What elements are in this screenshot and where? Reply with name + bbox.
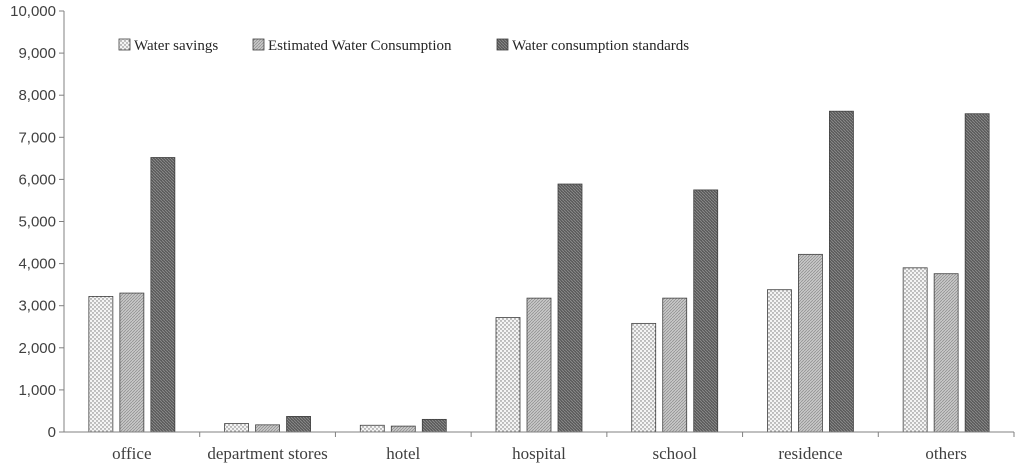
bar-dark-hatch-5: [829, 110, 854, 433]
bar-dark-hatch-1: [286, 416, 311, 433]
bar-dark-hatch-2: [421, 418, 447, 433]
y-tick-label: 9,000: [18, 45, 56, 62]
legend-label-0: Water savings: [134, 38, 218, 54]
legend-label-1: Estimated Water Consumption: [268, 38, 452, 54]
bar-dots-4: [631, 322, 657, 433]
legend-swatch-1: [252, 38, 265, 51]
y-tick-label: 0: [48, 424, 56, 441]
bar-fine-hatch-6: [933, 273, 959, 433]
bar-dark-hatch-0: [150, 157, 176, 433]
y-tick-label: 6,000: [18, 171, 56, 188]
x-tick-label: school: [653, 444, 698, 463]
x-tick-label: residence: [778, 444, 842, 463]
bars: [88, 110, 990, 433]
bar-dots-0: [88, 296, 114, 433]
bar-dots-2: [359, 424, 385, 433]
y-tick-label: 3,000: [18, 298, 56, 315]
legend-swatch-2: [496, 38, 509, 51]
x-axis-ticks: office department stores hotel hospital scho…: [112, 432, 1015, 463]
bar-fine-hatch-2: [390, 425, 416, 433]
y-tick-label: 10,000: [10, 3, 56, 20]
x-tick-label: others: [925, 444, 967, 463]
y-tick-label: 1,000: [18, 382, 56, 399]
x-tick-label: hospital: [512, 444, 566, 463]
bar-fine-hatch-4: [662, 297, 688, 433]
bar-fine-hatch-1: [255, 424, 280, 433]
legend-swatch-0: [118, 38, 131, 51]
bar-dots-3: [495, 317, 521, 433]
bar-fine-hatch-3: [526, 297, 552, 433]
y-axis-ticks: 0 1,000 2,000 3,000 4,000 5,000 6,000 7,000 8,00…: [10, 3, 64, 441]
x-tick-label: office: [112, 444, 151, 463]
y-tick-label: 5,000: [18, 214, 56, 231]
bar-dots-5: [767, 289, 792, 433]
bar-dark-hatch-3: [557, 183, 583, 433]
y-tick-label: 8,000: [18, 87, 56, 104]
bar-dark-hatch-6: [964, 113, 990, 433]
y-tick-label: 2,000: [18, 340, 56, 357]
bar-fine-hatch-5: [798, 253, 823, 433]
bar-fine-hatch-0: [119, 292, 145, 433]
y-tick-label: 4,000: [18, 256, 56, 273]
x-tick-label: hotel: [386, 444, 420, 463]
bar-dots-1: [224, 423, 249, 433]
x-tick-label: department stores: [207, 444, 327, 463]
bar-dots-6: [902, 267, 928, 433]
legend-label-2: Water consumption standards: [512, 38, 689, 54]
bar-dark-hatch-4: [693, 189, 719, 433]
legend: Water savings Estimated Water Consumption…: [118, 38, 689, 54]
y-tick-label: 7,000: [18, 129, 56, 146]
